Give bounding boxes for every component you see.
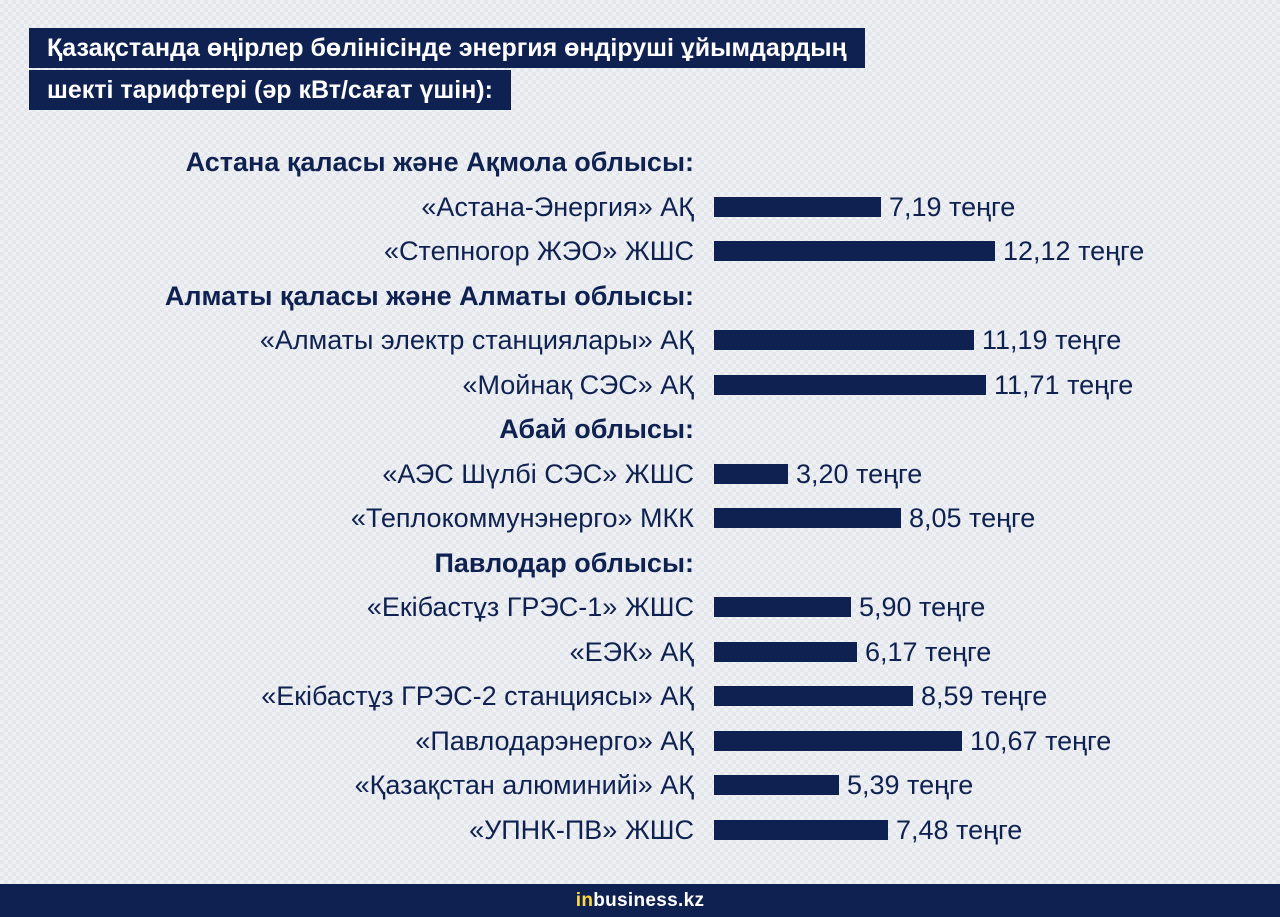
value-label: 12,12 теңге <box>1003 236 1145 266</box>
group-label: Абай облысы: <box>499 414 694 444</box>
value-label: 3,20 теңге <box>796 458 923 489</box>
bar <box>714 597 851 617</box>
category-label: «Қазақстан алюминийі» АҚ <box>354 770 694 800</box>
value-label: 6,17 теңге <box>865 636 992 667</box>
group-label: Алматы қаласы және Алматы облысы: <box>164 280 694 311</box>
chart-title: Қазақстанда өңірлер бөлінісінде энергия … <box>29 28 865 112</box>
category-label: «Екібастұз ГРЭС-1» ЖШС <box>366 592 694 622</box>
brand-logo: inbusiness.kz <box>576 890 705 912</box>
category-label: «АЭС Шүлбі СЭС» ЖШС <box>382 458 694 489</box>
bar <box>714 196 881 217</box>
bar <box>714 241 995 261</box>
category-label: «Екібастұз ГРЭС-2 станциясы» АҚ <box>261 681 694 711</box>
bar <box>714 508 901 528</box>
category-label: «Астана-Энергия» АҚ <box>421 191 694 222</box>
value-label: 8,05 теңге <box>909 503 1036 533</box>
value-label: 7,48 теңге <box>896 814 1023 845</box>
footer-bar: inbusiness.kz <box>0 884 1280 917</box>
value-label: 7,19 теңге <box>889 191 1016 222</box>
brand-prefix: in <box>575 889 594 911</box>
category-label: «Степногор ЖЭО» ЖШС <box>384 236 694 266</box>
group-label: Павлодар облысы: <box>434 547 694 578</box>
bar <box>714 775 839 795</box>
title-line-1: Қазақстанда өңірлер бөлінісінде энергия … <box>29 28 865 68</box>
value-label: 5,39 теңге <box>847 770 974 800</box>
bar <box>714 686 913 706</box>
value-label: 11,71 теңге <box>994 369 1134 400</box>
value-label: 5,90 теңге <box>859 592 986 622</box>
bar <box>714 819 888 840</box>
brand-rest: business.kz <box>593 889 705 911</box>
bar <box>714 330 974 350</box>
bar <box>714 374 986 395</box>
category-label: «Мойнақ СЭС» АҚ <box>462 369 694 400</box>
value-label: 8,59 теңге <box>921 681 1048 711</box>
bar <box>714 641 857 662</box>
category-label: «ЕЭК» АҚ <box>569 636 694 667</box>
group-label: Астана қаласы және Ақмола облысы: <box>185 147 694 177</box>
category-label: «Теплокоммунэнерго» МКК <box>350 503 694 533</box>
title-line-2: шекті тарифтері (әр кВт/сағат үшін): <box>29 70 511 110</box>
value-label: 10,67 теңге <box>970 725 1112 756</box>
bar <box>714 730 962 751</box>
bar-chart: Астана қаласы және Ақмола облысы: «Астана… <box>164 147 1145 845</box>
bar <box>714 463 788 484</box>
value-label: 11,19 теңге <box>982 325 1122 355</box>
category-label: «Алматы электр станциялары» АҚ <box>259 325 694 355</box>
category-label: «Павлодарэнерго» АҚ <box>415 725 694 756</box>
category-label: «УПНК-ПВ» ЖШС <box>469 814 694 845</box>
